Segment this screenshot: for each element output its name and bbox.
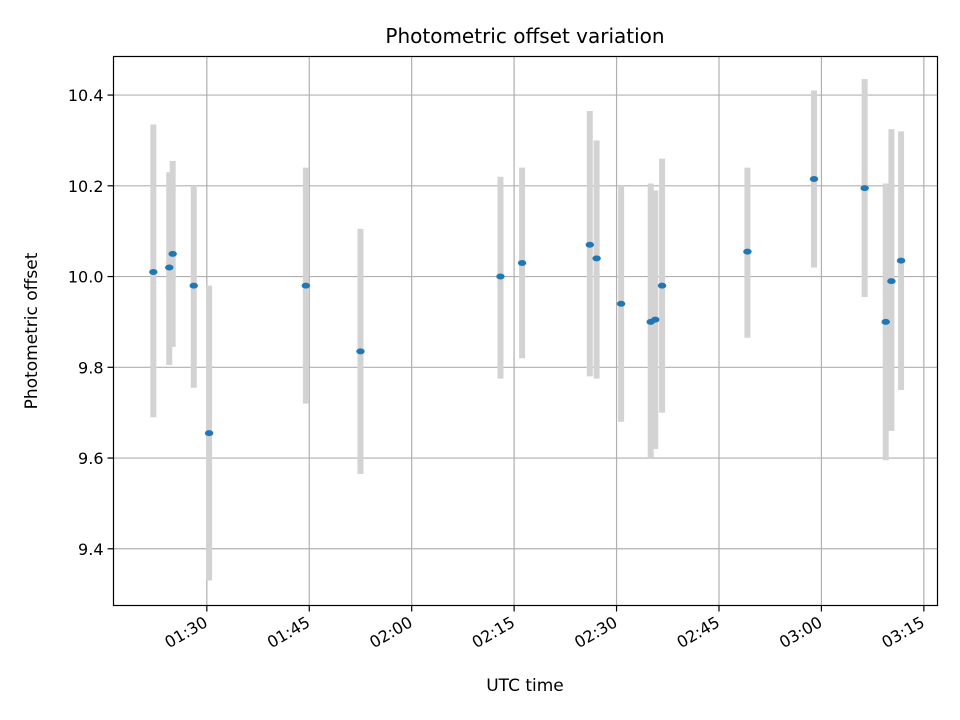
data-point (887, 278, 896, 285)
data-point (149, 269, 158, 276)
data-point (517, 259, 527, 266)
x-tick-label: 02:15 (469, 613, 518, 653)
chart-title: Photometric offset variation (385, 24, 664, 48)
x-tick-label: 02:45 (674, 613, 723, 653)
data-point (189, 282, 198, 289)
data-point (496, 273, 505, 280)
y-tick-label: 9.8 (78, 358, 103, 377)
grid (113, 56, 938, 606)
data-point (585, 241, 595, 248)
x-tick-label: 02:00 (366, 613, 415, 653)
x-axis-ticks: 01:30 01:45 02:00 02:15 02:30 02:45 03:00 03:15 (161, 605, 928, 653)
x-tick-label: 02:30 (571, 613, 620, 653)
data-point (592, 255, 601, 262)
y-axis-ticks: 9.4 9.6 9.8 10.0 10.2 10.4 (68, 86, 114, 559)
data-point (860, 185, 869, 192)
data-point (657, 282, 667, 289)
y-tick-label: 10.0 (68, 268, 104, 287)
data-point (204, 430, 214, 437)
data-point (743, 248, 752, 255)
y-tick-label: 9.6 (78, 449, 103, 468)
error-bars (150, 79, 905, 581)
x-axis-label: UTC time (486, 676, 564, 696)
data-point (301, 282, 311, 289)
y-axis-label: Photometric offset (22, 252, 42, 409)
y-tick-label: 9.4 (78, 540, 103, 559)
data-point (616, 300, 626, 307)
data-point (881, 318, 890, 325)
x-tick-label: 01:45 (264, 613, 313, 653)
data-point (809, 176, 819, 183)
data-point (896, 257, 906, 264)
data-point (651, 316, 660, 323)
y-tick-label: 10.2 (68, 177, 104, 196)
data-point (168, 250, 177, 257)
plot-frame (112, 55, 939, 607)
data-point (356, 348, 365, 355)
data-points (149, 176, 906, 437)
y-tick-label: 10.4 (68, 86, 104, 105)
x-tick-label: 01:30 (161, 613, 210, 653)
x-tick-label: 03:15 (878, 613, 927, 653)
data-point (165, 264, 174, 271)
x-tick-label: 03:00 (776, 613, 825, 653)
